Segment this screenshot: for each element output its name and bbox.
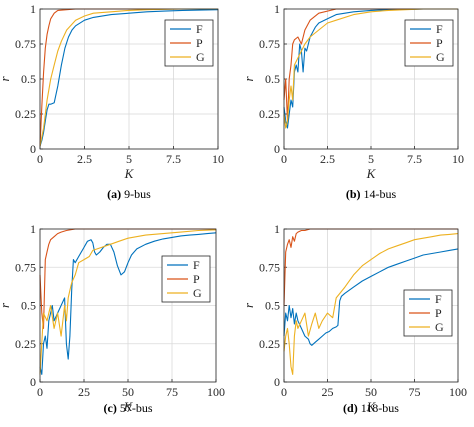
chart-panel: 0 25 50 75 100 0 0.25 0.5 0.75 1 Kr FPG (d) 118-bus: [241, 222, 467, 415]
y-tick-label: 1: [30, 222, 36, 236]
panel-caption: (b) 14-bus: [346, 187, 397, 201]
y-tick-label: 0.75: [259, 37, 280, 51]
x-tick-label: 5: [368, 152, 374, 166]
legend-label-G: G: [193, 286, 202, 300]
x-tick-label: 75: [409, 385, 421, 399]
x-tick-label: 10: [212, 152, 224, 166]
x-tick-label: 7.5: [407, 152, 422, 166]
y-tick-label: 1: [274, 222, 280, 236]
plot-frame: [39, 8, 219, 150]
series-line-G: [283, 233, 459, 375]
y-tick-label: 0.75: [15, 260, 36, 274]
y-tick-label: 0.5: [265, 72, 280, 86]
y-axis-label: r: [241, 302, 256, 308]
caption-label: (b): [346, 187, 361, 201]
legend: FPG: [161, 255, 211, 303]
series-line-F: [283, 8, 458, 129]
y-tick-label: 0.25: [15, 337, 36, 351]
caption-text: 14-bus: [361, 187, 397, 201]
panel-caption: (c) 57-bus: [104, 401, 153, 415]
x-tick-label: 2.5: [320, 152, 335, 166]
y-tick-label: 0: [30, 375, 36, 389]
chart-panel: 0 25 50 75 100 0 0.25 0.5 0.75 1 Kr FPG (c) 57-bus: [0, 222, 225, 415]
x-tick-label: 10: [452, 152, 464, 166]
y-axis-label: r: [0, 76, 12, 82]
x-tick-label: 0: [281, 385, 287, 399]
series-line-F: [283, 248, 459, 346]
chart-panel: 0 2.5 5 7.5 10 0 0.25 0.5 0.75 1 Kr FPG (b) 14-bus: [241, 2, 464, 201]
caption-text: 57-bus: [117, 401, 153, 415]
legend-label-G: G: [196, 50, 205, 64]
y-tick-label: 0.25: [15, 107, 36, 121]
x-tick-label: 0: [37, 152, 43, 166]
x-tick-label: 5: [126, 152, 132, 166]
panel-caption: (a) 9-bus: [107, 187, 151, 201]
series-line-G: [39, 8, 218, 147]
y-tick-label: 0.25: [259, 107, 280, 121]
legend: FPG: [404, 19, 454, 67]
legend-label-F: F: [193, 258, 200, 272]
x-tick-label: 75: [166, 385, 178, 399]
x-tick-label: 25: [322, 385, 334, 399]
y-tick-label: 0.25: [259, 337, 280, 351]
y-tick-label: 1: [274, 2, 280, 16]
x-tick-label: 100: [207, 385, 225, 399]
series-line-F: [39, 232, 217, 375]
plot-frame: [39, 228, 217, 383]
x-axis-label: K: [366, 399, 377, 414]
x-tick-label: 50: [365, 385, 377, 399]
x-tick-label: 0: [281, 152, 287, 166]
y-tick-label: 0: [30, 142, 36, 156]
legend-label-P: P: [193, 272, 200, 286]
legend-label-G: G: [436, 50, 445, 64]
chart-panel: 0 2.5 5 7.5 10 0 0.25 0.5 0.75 1 Kr FPG (a) 9-bus: [0, 2, 224, 201]
plot-frame: [283, 8, 459, 150]
caption-label: (a): [107, 187, 121, 201]
y-tick-label: 0.5: [21, 72, 36, 86]
legend-label-F: F: [196, 22, 203, 36]
caption-text: 118-bus: [358, 401, 400, 415]
y-tick-label: 1: [30, 2, 36, 16]
y-tick-label: 0: [274, 142, 280, 156]
caption-text: 9-bus: [121, 187, 151, 201]
y-tick-label: 0.75: [15, 37, 36, 51]
legend: FPG: [403, 289, 453, 337]
legend-label-P: P: [436, 36, 443, 50]
y-axis-label: r: [241, 76, 256, 82]
y-tick-label: 0.5: [265, 299, 280, 313]
caption-label: (c): [104, 401, 117, 415]
y-tick-label: 0.5: [21, 299, 36, 313]
legend-label-P: P: [196, 36, 203, 50]
y-axis-label: r: [0, 302, 12, 308]
x-axis-label: K: [123, 399, 134, 414]
legend-label-P: P: [435, 306, 442, 320]
y-tick-label: 0.75: [259, 260, 280, 274]
plot-frame: [283, 228, 459, 383]
x-tick-label: 25: [78, 385, 90, 399]
series-line-F: [39, 9, 219, 147]
x-tick-label: 7.5: [166, 152, 181, 166]
legend-label-F: F: [435, 292, 442, 306]
legend: FPG: [164, 19, 214, 67]
x-tick-label: 0: [37, 385, 43, 399]
legend-label-F: F: [436, 22, 443, 36]
x-tick-label: 50: [122, 385, 134, 399]
x-tick-label: 100: [449, 385, 467, 399]
series-line-G: [39, 229, 217, 375]
x-axis-label: K: [366, 166, 377, 181]
x-tick-label: 2.5: [77, 152, 92, 166]
series-line-G: [283, 8, 458, 129]
legend-label-G: G: [435, 320, 444, 334]
x-axis-label: K: [124, 166, 135, 181]
panel-caption: (d) 118-bus: [343, 401, 399, 415]
y-tick-label: 0: [274, 375, 280, 389]
caption-label: (d): [343, 401, 358, 415]
